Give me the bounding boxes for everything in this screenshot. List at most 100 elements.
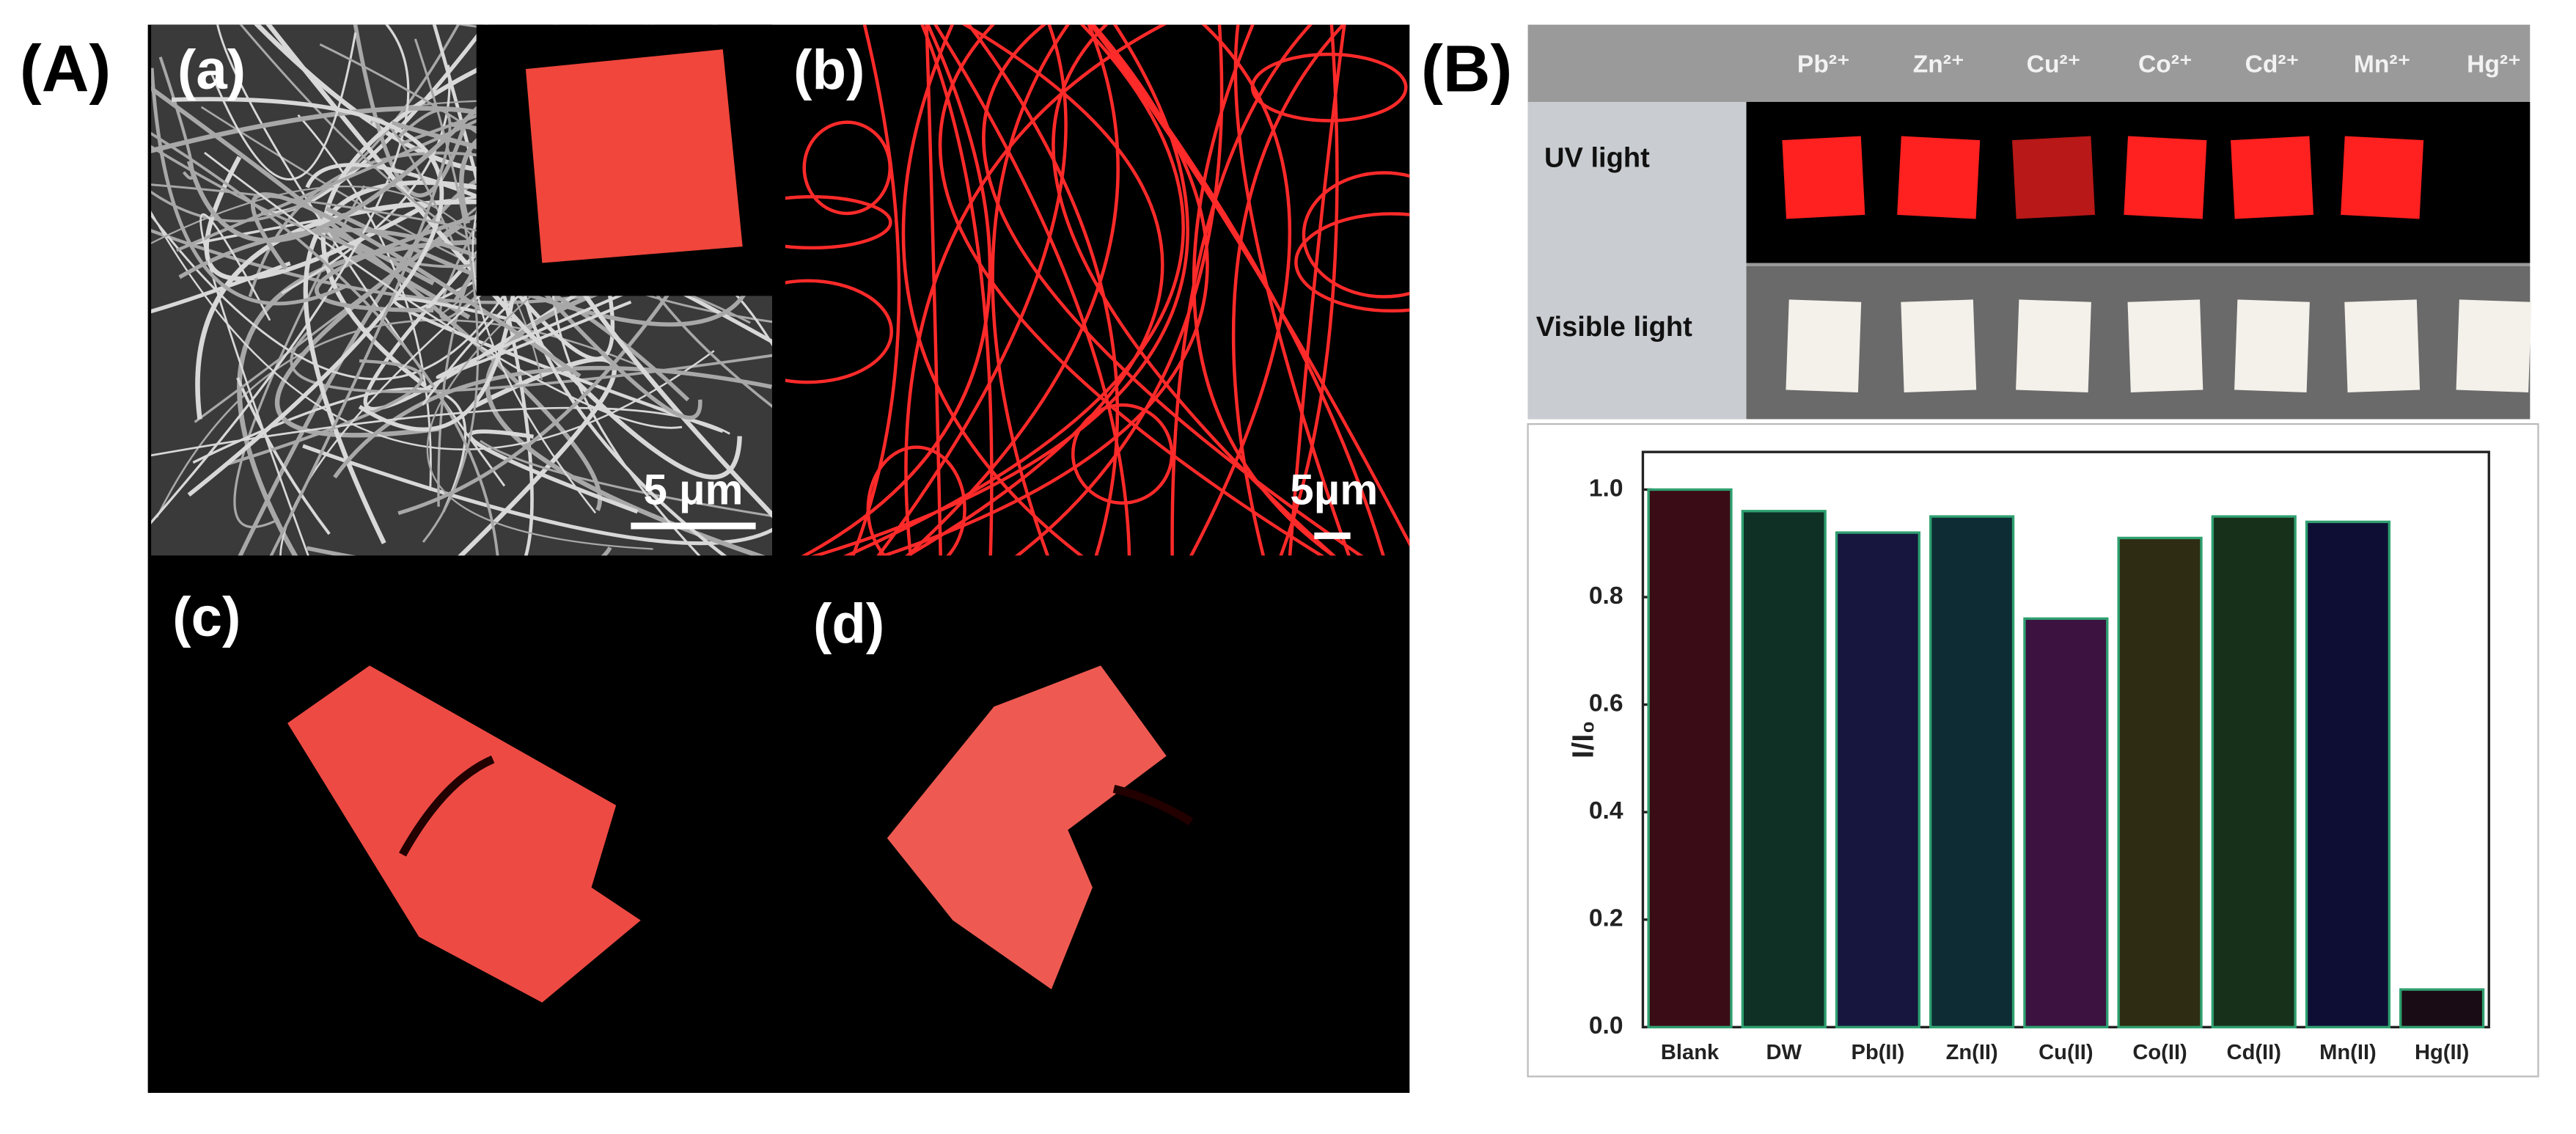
fiber	[151, 24, 460, 223]
fiber	[1192, 24, 1336, 556]
fiber	[991, 24, 1071, 556]
bar	[2399, 988, 2485, 1029]
fiber	[876, 24, 1068, 556]
fiber	[233, 185, 366, 528]
y-tick-label: 0.4	[1589, 797, 1623, 824]
film-c-cut	[399, 755, 495, 857]
ion-label: Pb²⁺	[1797, 51, 1850, 78]
bar	[2023, 617, 2109, 1029]
fiber	[901, 24, 1084, 556]
fiber	[851, 24, 901, 556]
fiber	[210, 32, 357, 181]
film-d	[887, 665, 1167, 989]
fiber	[904, 24, 1167, 556]
bar	[1929, 515, 2015, 1029]
y-tick-label: 0.6	[1589, 689, 1623, 717]
fiber-loop	[1294, 212, 1410, 313]
x-tick-label: Cu(II)	[2039, 1041, 2093, 1064]
ion-label: Mn²⁺	[2354, 51, 2410, 78]
fiber	[982, 24, 1364, 556]
subpanel-label: (d)	[813, 593, 884, 655]
subpanel-label: (b)	[793, 39, 865, 101]
fiber	[333, 365, 772, 479]
x-tick-label: Hg(II)	[2415, 1041, 2469, 1064]
y-tick-label: 1.0	[1589, 475, 1623, 502]
x-tick-label: Cd(II)	[2227, 1041, 2281, 1064]
fiber	[925, 24, 942, 556]
uv-film	[2012, 136, 2096, 219]
subpanel-label: (a)	[177, 39, 246, 101]
scale-bar-label: 5μm	[1290, 467, 1378, 514]
fiber	[151, 131, 499, 556]
bar	[1835, 531, 1921, 1029]
ion-label: Co²⁺	[2138, 51, 2192, 78]
fiber	[236, 377, 331, 535]
fiber	[458, 356, 617, 556]
film-d-cut	[1112, 784, 1194, 826]
fiber	[480, 439, 773, 518]
row-label: Visible light	[1536, 312, 1692, 343]
fiber	[1170, 24, 1313, 556]
ion-label: Hg²⁺	[2467, 51, 2521, 78]
x-tick-label: Mn(II)	[2319, 1041, 2377, 1064]
fiber	[151, 24, 410, 524]
fiber	[274, 224, 461, 438]
uv-film	[2231, 136, 2314, 219]
fiber-loop	[802, 120, 892, 216]
visible-film	[2344, 299, 2421, 392]
fiber-loop	[866, 445, 966, 556]
ion-label: Cu²⁺	[2027, 51, 2081, 78]
fiber-loop	[1071, 403, 1174, 505]
fiber	[250, 192, 581, 378]
fiber	[1090, 24, 1385, 556]
fiber-loop	[1302, 171, 1410, 299]
fiber	[227, 359, 423, 466]
fiber-loop	[785, 195, 892, 250]
bar	[2211, 515, 2297, 1029]
fiber	[151, 67, 348, 306]
y-tick-label: 0.2	[1589, 905, 1623, 932]
fiber	[178, 227, 690, 402]
uv-film	[2124, 136, 2207, 219]
fiber	[1189, 24, 1292, 556]
fiber	[199, 213, 309, 556]
fiber	[171, 97, 444, 497]
fiber	[320, 27, 568, 388]
fiber	[397, 113, 773, 516]
bar	[1647, 488, 1733, 1029]
visible-film	[2127, 299, 2203, 392]
panel-label: (B)	[1421, 32, 1512, 106]
row-label: UV light	[1544, 142, 1650, 173]
visible-film	[2016, 299, 2091, 392]
y-tick-label: 0.0	[1589, 1012, 1623, 1039]
uv-film	[1782, 136, 1865, 219]
x-tick-label: Blank	[1661, 1041, 1720, 1064]
fiber	[843, 24, 1185, 556]
visible-film	[1786, 299, 1862, 392]
fiber	[468, 429, 639, 514]
inset-film	[525, 49, 743, 263]
bar	[2117, 536, 2203, 1029]
fiber	[269, 109, 452, 556]
fiber	[265, 24, 742, 480]
visible-film	[2234, 299, 2310, 392]
ion-label: Zn²⁺	[1913, 51, 1964, 78]
x-tick-label: DW	[1766, 1041, 1802, 1064]
fiber-loop	[785, 279, 893, 384]
fiber	[204, 151, 683, 429]
fiber	[801, 24, 992, 556]
visible-film	[1901, 299, 1977, 392]
y-tick-label: 0.8	[1589, 582, 1623, 610]
fiber	[151, 211, 715, 450]
fiber	[933, 24, 1131, 556]
ion-label: Cd²⁺	[2245, 51, 2300, 78]
fiber	[158, 56, 194, 180]
film-c	[287, 665, 641, 1003]
panel-label: (A)	[20, 32, 111, 106]
visible-film	[2456, 299, 2532, 392]
fiber	[905, 24, 1120, 556]
fiber	[151, 261, 291, 314]
fluorescent-fibers	[785, 24, 1410, 556]
